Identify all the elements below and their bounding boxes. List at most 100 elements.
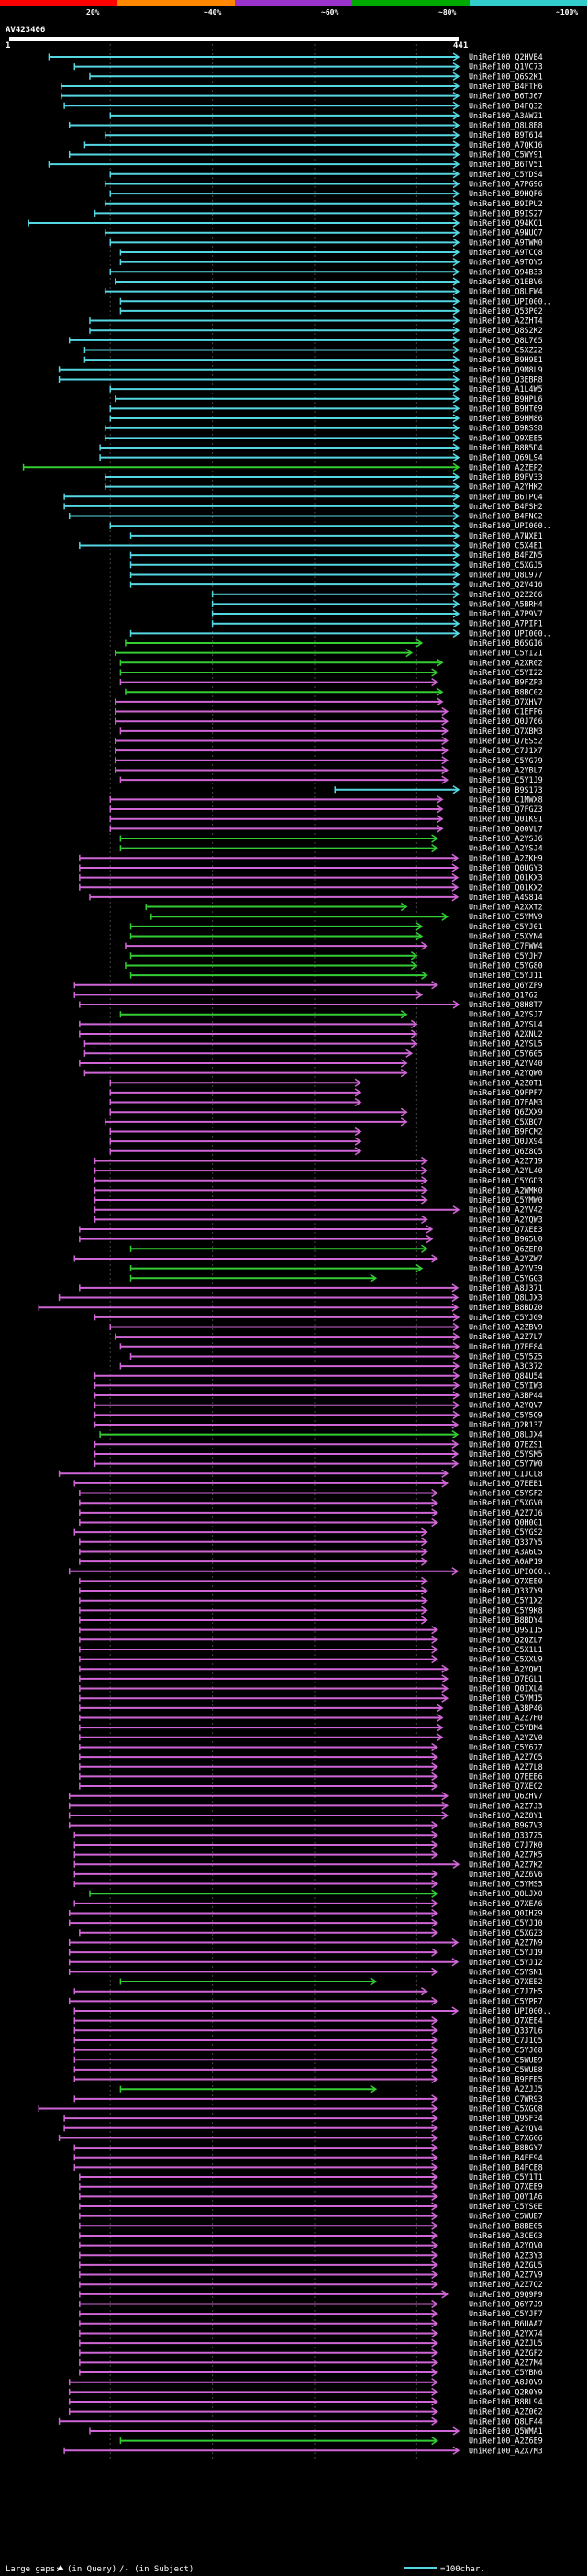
- hit-row[interactable]: UniRef100_Q3EBR8: [58, 374, 543, 383]
- hit-row[interactable]: UniRef100_Q69L94: [99, 453, 543, 462]
- hit-row[interactable]: UniRef100_C7J7H5: [73, 1987, 543, 1996]
- hit-row[interactable]: UniRef100_A7PIP1: [211, 619, 543, 628]
- hit-label[interactable]: UniRef100_A2Z7L7: [469, 1332, 543, 1341]
- hit-label[interactable]: UniRef100_A2Z7M4: [469, 2358, 543, 2367]
- hit-label[interactable]: UniRef100_C5Y5Z5: [469, 1351, 543, 1360]
- hit-label[interactable]: UniRef100_A2Z7L8: [469, 1762, 543, 1771]
- hit-row[interactable]: UniRef100_C5XGQ8: [38, 2104, 543, 2114]
- hit-label[interactable]: UniRef100_C5YMW0: [469, 1195, 543, 1205]
- hit-row[interactable]: UniRef100_C5YJ10: [68, 1918, 543, 1927]
- hit-row[interactable]: UniRef100_A2XNU2: [79, 1029, 543, 1038]
- hit-row[interactable]: UniRef100_Q7XHV7: [115, 697, 543, 706]
- hit-label[interactable]: UniRef100_A9NUQ7: [469, 228, 543, 238]
- hit-label[interactable]: UniRef100_C5YI22: [469, 668, 543, 677]
- hit-row[interactable]: UniRef100_Q8LFW4: [104, 287, 543, 296]
- hit-label[interactable]: UniRef100_C7J1X7: [469, 746, 543, 755]
- hit-row[interactable]: UniRef100_A2YSL5: [83, 1039, 543, 1049]
- hit-row[interactable]: UniRef100_B9HPL6: [115, 394, 543, 404]
- hit-label[interactable]: UniRef100_B9T614: [469, 130, 543, 139]
- hit-label[interactable]: UniRef100_UPI000..: [469, 1567, 552, 1576]
- hit-label[interactable]: UniRef100_Q0JX94: [469, 1137, 543, 1146]
- hit-row[interactable]: UniRef100_C7WR93: [73, 2094, 543, 2104]
- hit-label[interactable]: UniRef100_A9TOY5: [469, 258, 543, 267]
- hit-row[interactable]: UniRef100_A8J371: [79, 1283, 543, 1293]
- hit-label[interactable]: UniRef100_A2Z6V6: [469, 1870, 543, 1879]
- hit-label[interactable]: UniRef100_C5YPR7: [469, 1996, 543, 2005]
- hit-row[interactable]: UniRef100_C5YGD3: [94, 1176, 543, 1185]
- hit-row[interactable]: UniRef100_B9FFB5: [73, 2075, 543, 2084]
- hit-row[interactable]: UniRef100_Q01KX3: [79, 873, 543, 883]
- hit-row[interactable]: UniRef100_UPI000..: [73, 2006, 552, 2015]
- hit-label[interactable]: UniRef100_C5YJF7: [469, 2309, 543, 2318]
- hit-row[interactable]: UniRef100_Q7XEE9: [79, 2182, 543, 2192]
- hit-label[interactable]: UniRef100_Q3EBR8: [469, 374, 543, 383]
- hit-row[interactable]: UniRef100_Q9FPF7: [109, 1088, 543, 1097]
- hit-row[interactable]: UniRef100_C5Y5Z5: [129, 1351, 543, 1360]
- hit-row[interactable]: UniRef100_A2X7M3: [63, 2446, 543, 2455]
- hit-row[interactable]: UniRef100_C5YJ08: [73, 2046, 543, 2055]
- hit-label[interactable]: UniRef100_Q1VC73: [469, 62, 543, 72]
- hit-label[interactable]: UniRef100_Q7EE84: [469, 1342, 543, 1351]
- hit-row[interactable]: UniRef100_A1L4W5: [109, 384, 543, 394]
- hit-label[interactable]: UniRef100_A2YHK2: [469, 483, 543, 492]
- hit-row[interactable]: UniRef100_C1EFP6: [115, 707, 543, 716]
- hit-row[interactable]: UniRef100_Q7XEA6: [73, 1899, 543, 1908]
- hit-row[interactable]: UniRef100_C5Y605: [83, 1049, 543, 1058]
- hit-label[interactable]: UniRef100_Q0IXL4: [469, 1684, 543, 1693]
- hit-label[interactable]: UniRef100_C5YGS2: [469, 1527, 543, 1537]
- hit-row[interactable]: UniRef100_B4FTH6: [61, 82, 543, 91]
- hit-row[interactable]: UniRef100_C5WY91: [68, 150, 543, 160]
- hit-row[interactable]: UniRef100_A2Z062: [68, 2407, 543, 2416]
- hit-row[interactable]: UniRef100_Q0JX94: [109, 1137, 543, 1146]
- hit-label[interactable]: UniRef100_C5XXU9: [469, 1655, 543, 1664]
- hit-label[interactable]: UniRef100_Q7EGL1: [469, 1674, 543, 1683]
- hit-row[interactable]: UniRef100_Q00VL7: [109, 824, 543, 833]
- hit-label[interactable]: UniRef100_C1EFP6: [469, 707, 543, 716]
- hit-row[interactable]: UniRef100_Q8LJX0: [89, 1889, 543, 1898]
- hit-row[interactable]: UniRef100_C5YI22: [119, 668, 543, 677]
- hit-row[interactable]: UniRef100_Q6Y7J9: [79, 2300, 543, 2309]
- hit-row[interactable]: UniRef100_C5X4E1: [79, 541, 543, 550]
- hit-label[interactable]: UniRef100_C5XGQ8: [469, 2104, 543, 2114]
- hit-row[interactable]: UniRef100_A8J0V9: [68, 2378, 543, 2387]
- hit-label[interactable]: UniRef100_A2ZGF2: [469, 2348, 543, 2358]
- hit-row[interactable]: UniRef100_A2YV39: [129, 1264, 543, 1273]
- hit-row[interactable]: UniRef100_A2WMK0: [94, 1185, 543, 1194]
- hit-label[interactable]: UniRef100_Q9S115: [469, 1626, 543, 1635]
- hit-row[interactable]: UniRef100_Q7XEE3: [79, 1225, 543, 1234]
- hit-label[interactable]: UniRef100_A2Z6E9: [469, 2437, 543, 2446]
- hit-label[interactable]: UniRef100_UPI000..: [469, 2006, 552, 2015]
- hit-label[interactable]: UniRef100_A7NXE1: [469, 531, 543, 540]
- hit-row[interactable]: UniRef100_C5XGZ3: [79, 1928, 543, 1938]
- hit-label[interactable]: UniRef100_A1L4W5: [469, 384, 543, 394]
- hit-row[interactable]: UniRef100_B4FQ32: [63, 101, 543, 110]
- hit-label[interactable]: UniRef100_Q7FGZ3: [469, 805, 543, 814]
- hit-label[interactable]: UniRef100_A7QK16: [469, 140, 543, 150]
- hit-row[interactable]: UniRef100_C5WUB9: [73, 2055, 543, 2064]
- hit-label[interactable]: UniRef100_Q7XEE3: [469, 1225, 543, 1234]
- hit-row[interactable]: UniRef100_Q5WMA1: [89, 2426, 543, 2436]
- hit-label[interactable]: UniRef100_A2YX74: [469, 2328, 543, 2337]
- hit-label[interactable]: UniRef100_C5XGJ5: [469, 561, 543, 570]
- hit-row[interactable]: UniRef100_C5YSM5: [94, 1449, 543, 1459]
- hit-row[interactable]: UniRef100_A0AP19: [79, 1557, 543, 1566]
- hit-label[interactable]: UniRef100_Q6ZHV7: [469, 1792, 543, 1801]
- hit-row[interactable]: UniRef100_A2YL40: [94, 1166, 543, 1175]
- hit-label[interactable]: UniRef100_A7P9V7: [469, 609, 543, 618]
- hit-label[interactable]: UniRef100_C5Y1X2: [469, 1596, 543, 1605]
- hit-label[interactable]: UniRef100_C5YM15: [469, 1693, 543, 1703]
- hit-row[interactable]: UniRef100_A3AWZ1: [109, 111, 543, 120]
- hit-label[interactable]: UniRef100_Q9XEE5: [469, 433, 543, 442]
- hit-row[interactable]: UniRef100_C5YSF2: [79, 1489, 543, 1498]
- hit-row[interactable]: UniRef100_A9TWM0: [109, 238, 543, 247]
- hit-row[interactable]: UniRef100_Q6ZHV7: [68, 1792, 543, 1801]
- hit-label[interactable]: UniRef100_Q00VL7: [469, 824, 543, 833]
- hit-label[interactable]: UniRef100_B9G5U0: [469, 1235, 543, 1244]
- hit-row[interactable]: UniRef100_C5YJ12: [68, 1958, 543, 1967]
- hit-row[interactable]: UniRef100_B9RSS8: [104, 424, 543, 433]
- hit-row[interactable]: UniRef100_C5Y7W0: [94, 1460, 543, 1469]
- hit-label[interactable]: UniRef100_B4FE94: [469, 2153, 543, 2162]
- hit-row[interactable]: UniRef100_C5YG79: [115, 756, 543, 765]
- hit-row[interactable]: UniRef100_A2Z7M4: [79, 2358, 543, 2367]
- hit-label[interactable]: UniRef100_B9HQF6: [469, 189, 543, 198]
